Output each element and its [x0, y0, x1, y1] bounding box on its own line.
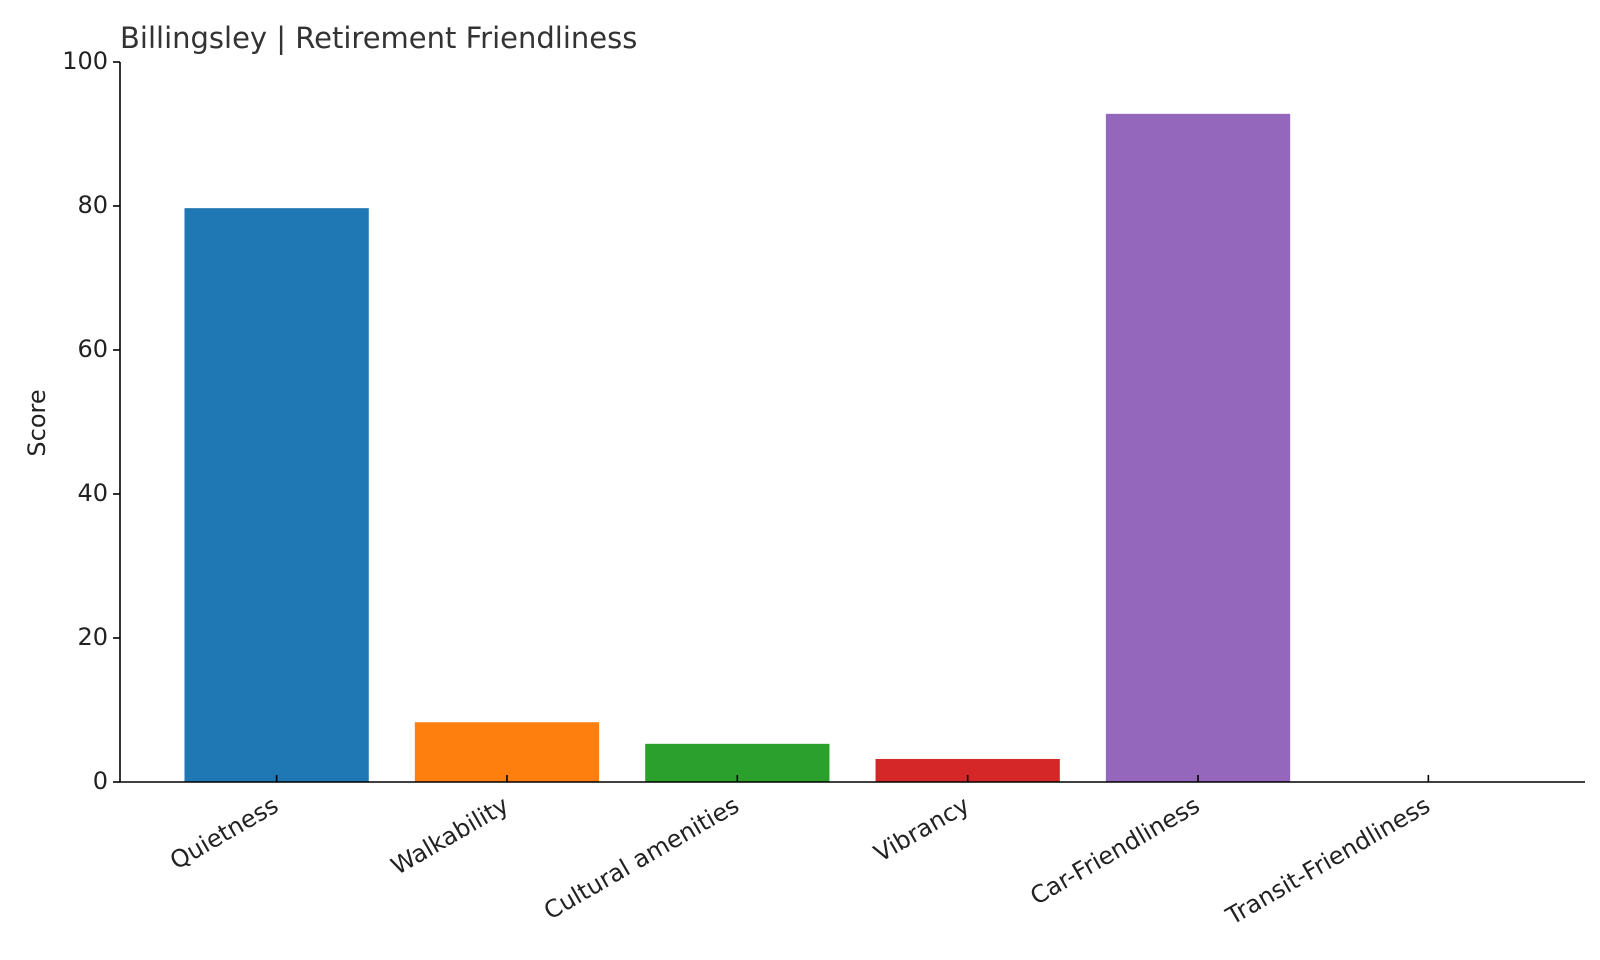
y-tick-label: 20: [77, 623, 108, 651]
bar: [1105, 113, 1291, 783]
x-tick-label: Car-Friendliness: [1025, 791, 1204, 911]
chart-title: Billingsley | Retirement Friendliness: [120, 21, 637, 55]
bar: [184, 208, 369, 782]
y-tick-label: 80: [77, 191, 108, 219]
y-tick-label: 100: [62, 47, 108, 75]
x-tick-label: Quietness: [165, 791, 283, 875]
y-tick-label: 40: [77, 479, 108, 507]
bar: [875, 758, 1060, 782]
y-tick-label: 60: [77, 335, 108, 363]
x-tick-label: Vibrancy: [869, 791, 974, 868]
y-axis-label: Score: [23, 389, 51, 456]
x-tick-label: Transit-Friendliness: [1221, 791, 1435, 931]
x-tick-label: Walkability: [386, 791, 513, 881]
x-tick-label: Cultural amenities: [539, 791, 744, 925]
y-tick-label: 0: [93, 767, 108, 795]
bar: [414, 722, 600, 782]
